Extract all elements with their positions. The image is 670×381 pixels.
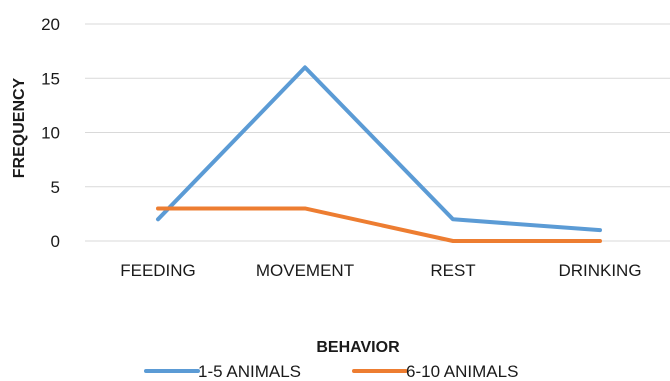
series-line-1 xyxy=(156,65,602,233)
y-tick-label-0: 0 xyxy=(51,232,60,251)
series-lines xyxy=(156,65,602,243)
y-axis-tick-labels: 0 5 10 15 20 xyxy=(41,15,60,251)
x-axis-title: BEHAVIOR xyxy=(316,339,400,356)
legend-label-2: 6-10 ANIMALS xyxy=(406,362,518,381)
legend: 1-5 ANIMALS 6-10 ANIMALS xyxy=(144,362,518,381)
y-axis-title: FREQUENCY xyxy=(11,77,28,178)
y-tick-label-5: 5 xyxy=(51,178,60,197)
x-tick-label-drinking: DRINKING xyxy=(558,261,641,280)
series-line-2 xyxy=(156,206,602,243)
y-tick-label-10: 10 xyxy=(41,124,60,143)
y-tick-label-15: 15 xyxy=(41,69,60,88)
y-tick-label-20: 20 xyxy=(41,15,60,34)
x-tick-label-movement: MOVEMENT xyxy=(256,261,354,280)
x-tick-label-rest: REST xyxy=(430,261,475,280)
x-tick-label-feeding: FEEDING xyxy=(120,261,196,280)
x-axis-tick-labels: FEEDING MOVEMENT REST DRINKING xyxy=(120,261,641,280)
legend-label-1: 1-5 ANIMALS xyxy=(198,362,301,381)
